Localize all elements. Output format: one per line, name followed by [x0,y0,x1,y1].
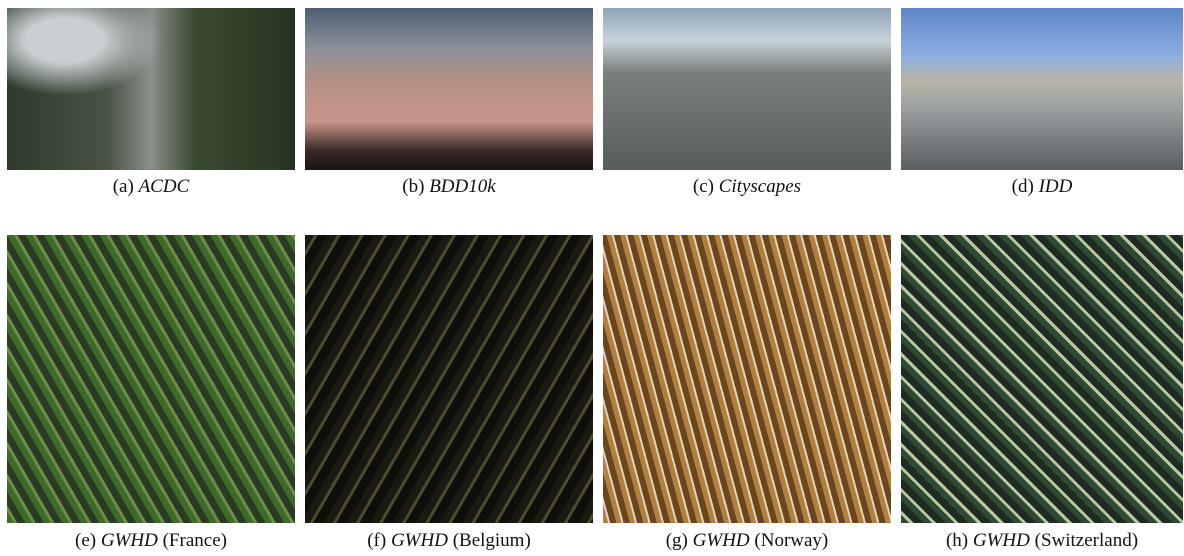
caption-name: GWHD [973,530,1030,551]
caption-detail: (France) [163,530,227,551]
panel-image [7,8,295,170]
caption-name: Cityscapes [719,176,801,197]
caption-detail: (Switzerland) [1035,530,1138,551]
panel-image [901,8,1183,170]
caption-detail: (Belgium) [453,530,531,551]
panel-caption: (g) GWHD (Norway) [603,530,891,552]
caption-label: (d) [1012,176,1034,197]
caption-label: (h) [946,530,968,551]
caption-name: BDD10k [429,176,495,197]
panel-caption: (f) GWHD (Belgium) [305,530,593,552]
panel-caption: (c) Cityscapes [603,176,891,198]
panel-caption: (a) ACDC [7,176,295,198]
caption-label: (e) [75,530,96,551]
panel-image [603,235,891,523]
caption-name: GWHD [391,530,448,551]
caption-label: (c) [693,176,714,197]
panel-caption: (h) GWHD (Switzerland) [901,530,1183,552]
caption-name: GWHD [693,530,750,551]
caption-label: (a) [113,176,134,197]
caption-name: IDD [1039,176,1073,197]
caption-label: (g) [666,530,688,551]
panel-caption: (e) GWHD (France) [7,530,295,552]
panel-caption: (b) BDD10k [305,176,593,198]
panel-caption: (d) IDD [901,176,1183,198]
caption-name: GWHD [101,530,158,551]
caption-label: (b) [402,176,424,197]
figure: (a) ACDC(b) BDD10k(c) Cityscapes(d) IDD(… [0,0,1184,556]
panel-image [603,8,891,170]
panel-image [305,8,593,170]
panel-image [7,235,295,523]
panel-image [901,235,1183,523]
caption-label: (f) [367,530,386,551]
panel-image [305,235,593,523]
caption-name: ACDC [139,176,190,197]
caption-detail: (Norway) [754,530,828,551]
